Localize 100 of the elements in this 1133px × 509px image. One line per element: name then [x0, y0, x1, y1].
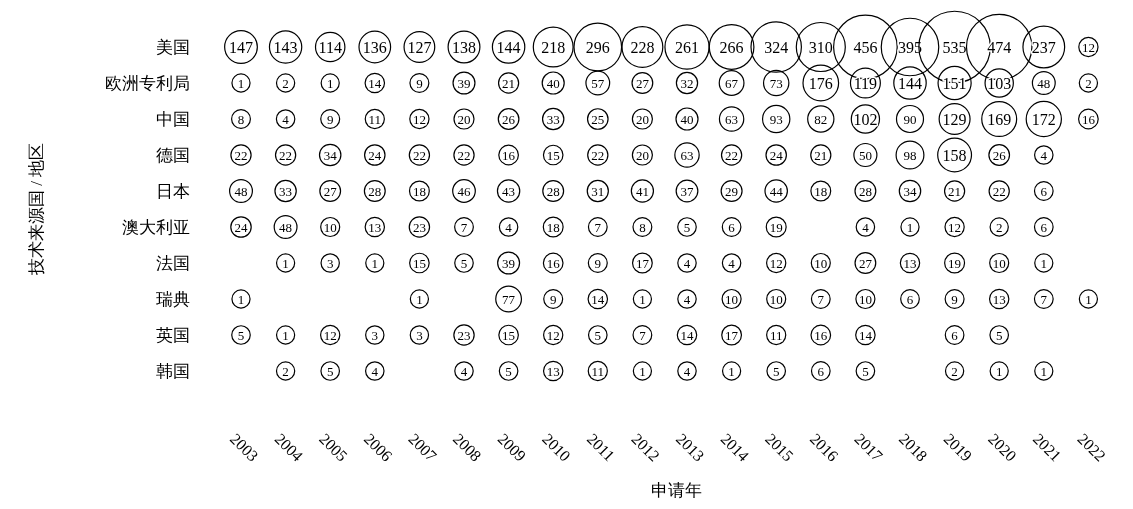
data-label: 18: [546, 219, 560, 235]
data-label: 43: [502, 183, 516, 199]
data-label: 16: [546, 255, 561, 271]
data-label: 39: [502, 255, 516, 271]
data-label: 20: [635, 111, 649, 127]
data-label: 34: [323, 147, 338, 163]
data-label: 32: [680, 75, 694, 91]
data-label: 6: [906, 291, 914, 307]
data-label: 1: [906, 219, 914, 235]
y-tick-label: 韩国: [156, 361, 190, 381]
data-label: 176: [808, 74, 833, 92]
data-label: 37: [680, 183, 694, 199]
x-tick-label: 2007: [405, 429, 441, 465]
data-label: 22: [591, 147, 605, 163]
data-label: 8: [639, 219, 646, 235]
data-label: 7: [594, 219, 602, 235]
data-label: 5: [237, 327, 245, 343]
data-label: 33: [279, 183, 293, 199]
data-label: 1: [639, 291, 646, 307]
data-label: 13: [903, 255, 917, 271]
data-label: 50: [858, 147, 872, 163]
data-label: 22: [725, 147, 739, 163]
data-label: 17: [635, 255, 650, 271]
data-label: 296: [585, 38, 610, 56]
data-label: 9: [549, 291, 557, 307]
data-label: 1: [995, 363, 1003, 379]
data-label: 228: [630, 38, 655, 56]
data-label: 143: [273, 38, 298, 56]
data-label: 22: [992, 183, 1006, 199]
data-label: 9: [951, 291, 958, 307]
data-label: 3: [326, 255, 334, 271]
data-label: 13: [992, 291, 1006, 307]
data-label: 34: [903, 183, 917, 199]
y-tick-label: 瑞典: [156, 289, 190, 309]
data-label: 13: [546, 363, 560, 379]
data-label: 172: [1031, 110, 1056, 128]
data-label: 5: [772, 363, 780, 379]
data-label: 237: [1031, 38, 1056, 56]
data-label: 29: [725, 183, 739, 199]
data-label: 10: [323, 219, 337, 235]
data-label: 1: [1040, 363, 1048, 379]
data-label: 144: [496, 38, 521, 56]
data-label: 15: [502, 327, 516, 343]
data-label: 25: [591, 111, 605, 127]
data-label: 22: [279, 147, 293, 163]
data-label: 261: [675, 38, 699, 56]
data-label: 266: [719, 38, 744, 56]
data-label: 27: [858, 255, 873, 271]
data-label: 12: [948, 219, 962, 235]
data-label: 144: [898, 74, 922, 92]
data-label: 5: [326, 363, 334, 379]
data-label: 33: [546, 111, 560, 127]
data-label: 19: [769, 219, 783, 235]
data-label: 39: [457, 75, 471, 91]
data-label: 9: [416, 75, 423, 91]
data-label: 5: [995, 327, 1003, 343]
data-label: 1: [237, 75, 245, 91]
data-label: 15: [546, 147, 560, 163]
y-tick-label: 日本: [156, 181, 190, 201]
data-label: 169: [987, 110, 1012, 128]
data-label: 456: [853, 38, 878, 56]
data-label: 10: [814, 255, 828, 271]
y-tick-label: 英国: [156, 325, 190, 345]
data-label: 12: [769, 255, 783, 271]
data-label: 310: [808, 38, 833, 56]
data-label: 102: [853, 110, 878, 128]
data-label: 127: [407, 38, 432, 56]
data-label: 158: [942, 146, 967, 164]
data-label: 12: [412, 111, 426, 127]
data-label: 73: [769, 75, 783, 91]
data-label: 9: [326, 111, 334, 127]
data-label: 6: [728, 219, 736, 235]
data-label: 1: [326, 75, 334, 91]
data-label: 147: [229, 38, 253, 56]
data-label: 18: [814, 183, 828, 199]
data-label: 8: [237, 111, 245, 127]
data-label: 21: [814, 147, 828, 163]
data-label: 119: [853, 74, 878, 92]
data-label: 1: [728, 363, 735, 379]
data-label: 324: [764, 38, 789, 56]
data-label: 44: [769, 183, 784, 199]
data-label: 41: [635, 183, 649, 199]
data-label: 3: [371, 327, 379, 343]
data-label: 19: [948, 255, 962, 271]
data-label: 6: [817, 363, 825, 379]
data-label: 2: [1085, 75, 1092, 91]
data-label: 27: [323, 183, 338, 199]
data-label: 20: [457, 111, 471, 127]
data-label: 4: [282, 111, 290, 127]
data-label: 14: [368, 75, 382, 91]
data-label: 6: [1040, 219, 1048, 235]
data-label: 57: [591, 75, 605, 91]
data-label: 12: [1081, 39, 1095, 55]
data-label: 21: [502, 75, 516, 91]
data-label: 22: [457, 147, 471, 163]
data-label: 10: [769, 291, 783, 307]
data-label: 2: [282, 363, 289, 379]
data-label: 13: [368, 219, 382, 235]
data-label: 40: [680, 111, 694, 127]
data-label: 22: [412, 147, 426, 163]
